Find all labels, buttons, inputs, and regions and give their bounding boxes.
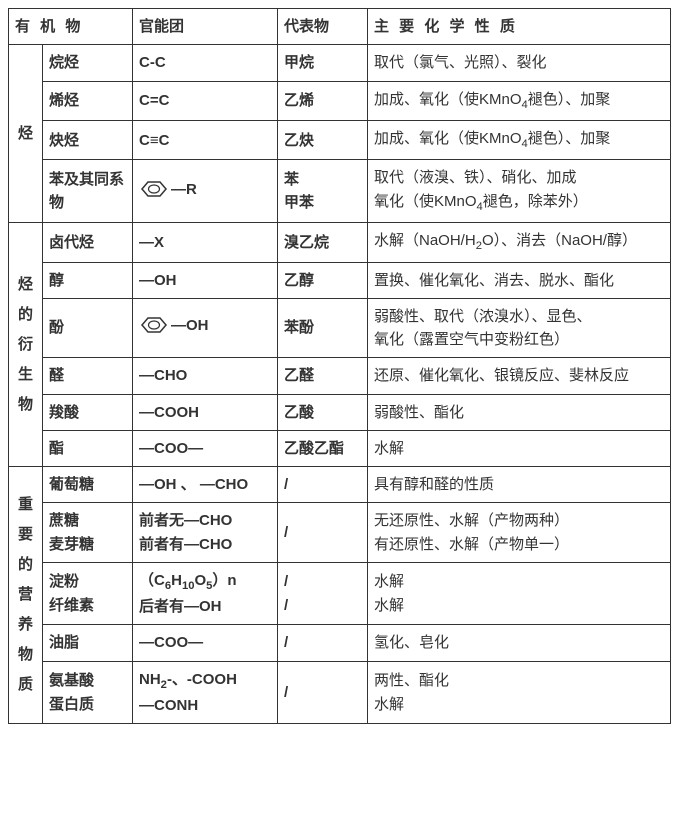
rep-fat: /: [278, 625, 368, 661]
fg-amino: NH2-、-COOH —CONH: [133, 661, 278, 724]
table-row: 酚 —OH 苯酚 弱酸性、取代（浓溴水）、显色、 氧化（露置空气中变粉红色）: [9, 298, 671, 358]
rep-ester: 乙酸乙酯: [278, 430, 368, 466]
prop-aldehyde: 还原、催化氧化、银镜反应、斐林反应: [368, 358, 671, 394]
sub-amino: 氨基酸 蛋白质: [43, 661, 133, 724]
table-row: 烃的衍生物 卤代烃 —X 溴乙烷 水解（NaOH/H2O）、消去（NaOH/醇）: [9, 223, 671, 262]
sub-alkene: 烯烃: [43, 81, 133, 120]
sub-alkyne: 炔烃: [43, 120, 133, 159]
prop-amino: 两性、酯化 水解: [368, 661, 671, 724]
sub-polysaccharide: 淀粉 纤维素: [43, 562, 133, 625]
rep-alkene: 乙烯: [278, 81, 368, 120]
prop-disaccharide: 无还原性、水解（产物两种） 有还原性、水解（产物单一）: [368, 503, 671, 563]
rep-phenol: 苯酚: [278, 298, 368, 358]
prop-benzene: 取代（液溴、铁）、硝化、加成 氧化（使KMnO4褪色，除苯外）: [368, 160, 671, 223]
sub-alkane: 烷烃: [43, 45, 133, 81]
table-row: 重要的营养物质 葡萄糖 —OH 、 —CHO / 具有醇和醛的性质: [9, 467, 671, 503]
sub-alcohol: 醇: [43, 262, 133, 298]
prop-alkyne: 加成、氧化（使KMnO4褪色）、加聚: [368, 120, 671, 159]
fg-phenol: —OH: [133, 298, 278, 358]
sub-phenol: 酚: [43, 298, 133, 358]
sub-glucose: 葡萄糖: [43, 467, 133, 503]
fg-disaccharide: 前者无—CHO 前者有—CHO: [133, 503, 278, 563]
fg-ester: —COO—: [133, 430, 278, 466]
prop-alkane: 取代（氯气、光照）、裂化: [368, 45, 671, 81]
table-row: 蔗糖 麦芽糖 前者无—CHO 前者有—CHO / 无还原性、水解（产物两种） 有…: [9, 503, 671, 563]
prop-glucose: 具有醇和醛的性质: [368, 467, 671, 503]
sub-halo: 卤代烃: [43, 223, 133, 262]
rep-disaccharide: /: [278, 503, 368, 563]
col-rep: 代表物: [278, 9, 368, 45]
table-row: 油脂 —COO— / 氢化、皂化: [9, 625, 671, 661]
prop-alkene: 加成、氧化（使KMnO4褪色）、加聚: [368, 81, 671, 120]
rep-glucose: /: [278, 467, 368, 503]
sub-ester: 酯: [43, 430, 133, 466]
cat-hydrocarbon: 烃: [9, 45, 43, 223]
table-row: 醛 —CHO 乙醛 还原、催化氧化、银镜反应、斐林反应: [9, 358, 671, 394]
fg-alkane: C-C: [133, 45, 278, 81]
fg-fat: —COO—: [133, 625, 278, 661]
col-funcgroup: 官能团: [133, 9, 278, 45]
rep-benzene: 苯 甲苯: [278, 160, 368, 223]
table-row: 烃 烷烃 C-C 甲烷 取代（氯气、光照）、裂化: [9, 45, 671, 81]
prop-polysaccharide: 水解 水解: [368, 562, 671, 625]
rep-amino: /: [278, 661, 368, 724]
fg-alcohol: —OH: [133, 262, 278, 298]
prop-alcohol: 置换、催化氧化、消去、脱水、酯化: [368, 262, 671, 298]
rep-alkane: 甲烷: [278, 45, 368, 81]
fg-halo: —X: [133, 223, 278, 262]
fg-polysaccharide: （C6H10O5）n 后者有—OH: [133, 562, 278, 625]
col-props: 主 要 化 学 性 质: [368, 9, 671, 45]
table-header-row: 有 机 物 官能团 代表物 主 要 化 学 性 质: [9, 9, 671, 45]
table-row: 淀粉 纤维素 （C6H10O5）n 后者有—OH / / 水解 水解: [9, 562, 671, 625]
sub-acid: 羧酸: [43, 394, 133, 430]
sub-disaccharide: 蔗糖 麦芽糖: [43, 503, 133, 563]
benzene-ring-icon: [139, 180, 169, 205]
organic-chemistry-table: 有 机 物 官能团 代表物 主 要 化 学 性 质 烃 烷烃 C-C 甲烷 取代…: [8, 8, 671, 724]
fg-aldehyde: —CHO: [133, 358, 278, 394]
fg-benzene: —R: [133, 160, 278, 223]
cat-derivative: 烃的衍生物: [9, 223, 43, 467]
rep-halo: 溴乙烷: [278, 223, 368, 262]
fg-acid: —COOH: [133, 394, 278, 430]
cat-nutrient: 重要的营养物质: [9, 467, 43, 724]
table-row: 苯及其同系物 —R 苯 甲苯 取代（液溴、铁）、硝化、加成 氧化（使KMnO4褪…: [9, 160, 671, 223]
sub-fat: 油脂: [43, 625, 133, 661]
fg-glucose: —OH 、 —CHO: [133, 467, 278, 503]
benzene-ring-icon: [139, 316, 169, 341]
prop-halo: 水解（NaOH/H2O）、消去（NaOH/醇）: [368, 223, 671, 262]
rep-alkyne: 乙炔: [278, 120, 368, 159]
rep-aldehyde: 乙醛: [278, 358, 368, 394]
table-row: 烯烃 C=C 乙烯 加成、氧化（使KMnO4褪色）、加聚: [9, 81, 671, 120]
prop-ester: 水解: [368, 430, 671, 466]
fg-alkene: C=C: [133, 81, 278, 120]
col-organic: 有 机 物: [9, 9, 133, 45]
sub-benzene: 苯及其同系物: [43, 160, 133, 223]
table-row: 羧酸 —COOH 乙酸 弱酸性、酯化: [9, 394, 671, 430]
rep-acid: 乙酸: [278, 394, 368, 430]
table-row: 醇 —OH 乙醇 置换、催化氧化、消去、脱水、酯化: [9, 262, 671, 298]
prop-fat: 氢化、皂化: [368, 625, 671, 661]
rep-alcohol: 乙醇: [278, 262, 368, 298]
prop-acid: 弱酸性、酯化: [368, 394, 671, 430]
sub-aldehyde: 醛: [43, 358, 133, 394]
table-row: 酯 —COO— 乙酸乙酯 水解: [9, 430, 671, 466]
rep-polysaccharide: / /: [278, 562, 368, 625]
fg-alkyne: C≡C: [133, 120, 278, 159]
table-row: 氨基酸 蛋白质 NH2-、-COOH —CONH / 两性、酯化 水解: [9, 661, 671, 724]
table-row: 炔烃 C≡C 乙炔 加成、氧化（使KMnO4褪色）、加聚: [9, 120, 671, 159]
prop-phenol: 弱酸性、取代（浓溴水）、显色、 氧化（露置空气中变粉红色）: [368, 298, 671, 358]
